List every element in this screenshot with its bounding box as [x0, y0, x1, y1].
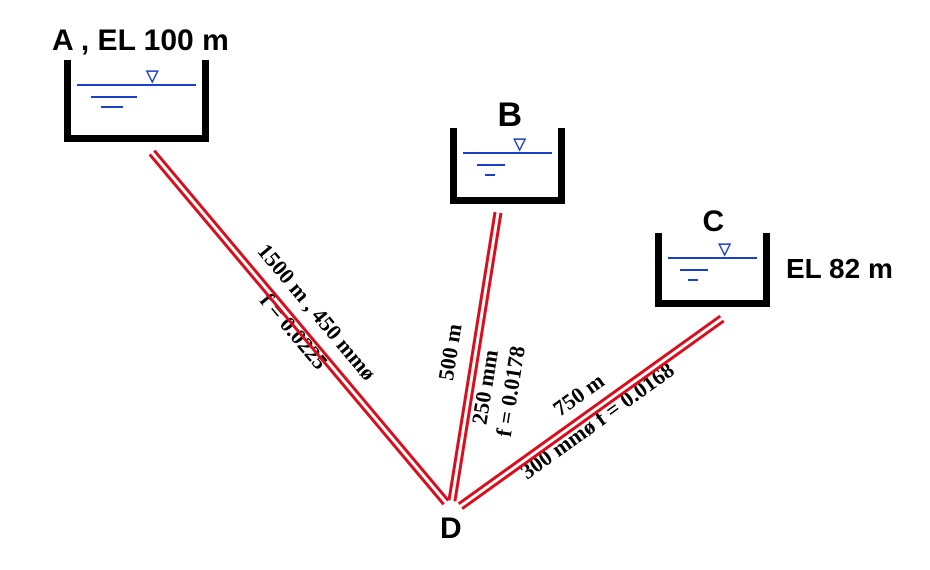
- pipe-CD-label-upper: 750 m: [548, 368, 609, 421]
- reservoir-A-label: A , EL 100 m: [52, 24, 229, 58]
- pipe-CD: [457, 314, 724, 509]
- pipe-CD-label-lower: 300 mmø f = 0.0168: [515, 357, 678, 484]
- pipe-BD-label-left: 500 m: [433, 322, 467, 382]
- pipe-AD-label-upper: 1500 m , 450 mmø: [253, 239, 382, 386]
- diagram-stage: { "type": "network", "background_color":…: [0, 0, 930, 570]
- reservoir-C-label: C: [703, 205, 725, 239]
- reservoir-B-label: B: [498, 96, 523, 135]
- reservoir-C: ▽: [655, 245, 770, 307]
- reservoir-C-elev-label: EL 82 m: [786, 253, 893, 285]
- pipe-AD: [149, 149, 450, 505]
- pipe-BD: [448, 211, 503, 500]
- reservoir-A: ▽: [64, 72, 209, 142]
- reservoir-B: ▽: [450, 140, 565, 204]
- junction-D-label: D: [440, 512, 462, 546]
- pipe-BD-label-right-2: f = 0.0178: [491, 344, 530, 438]
